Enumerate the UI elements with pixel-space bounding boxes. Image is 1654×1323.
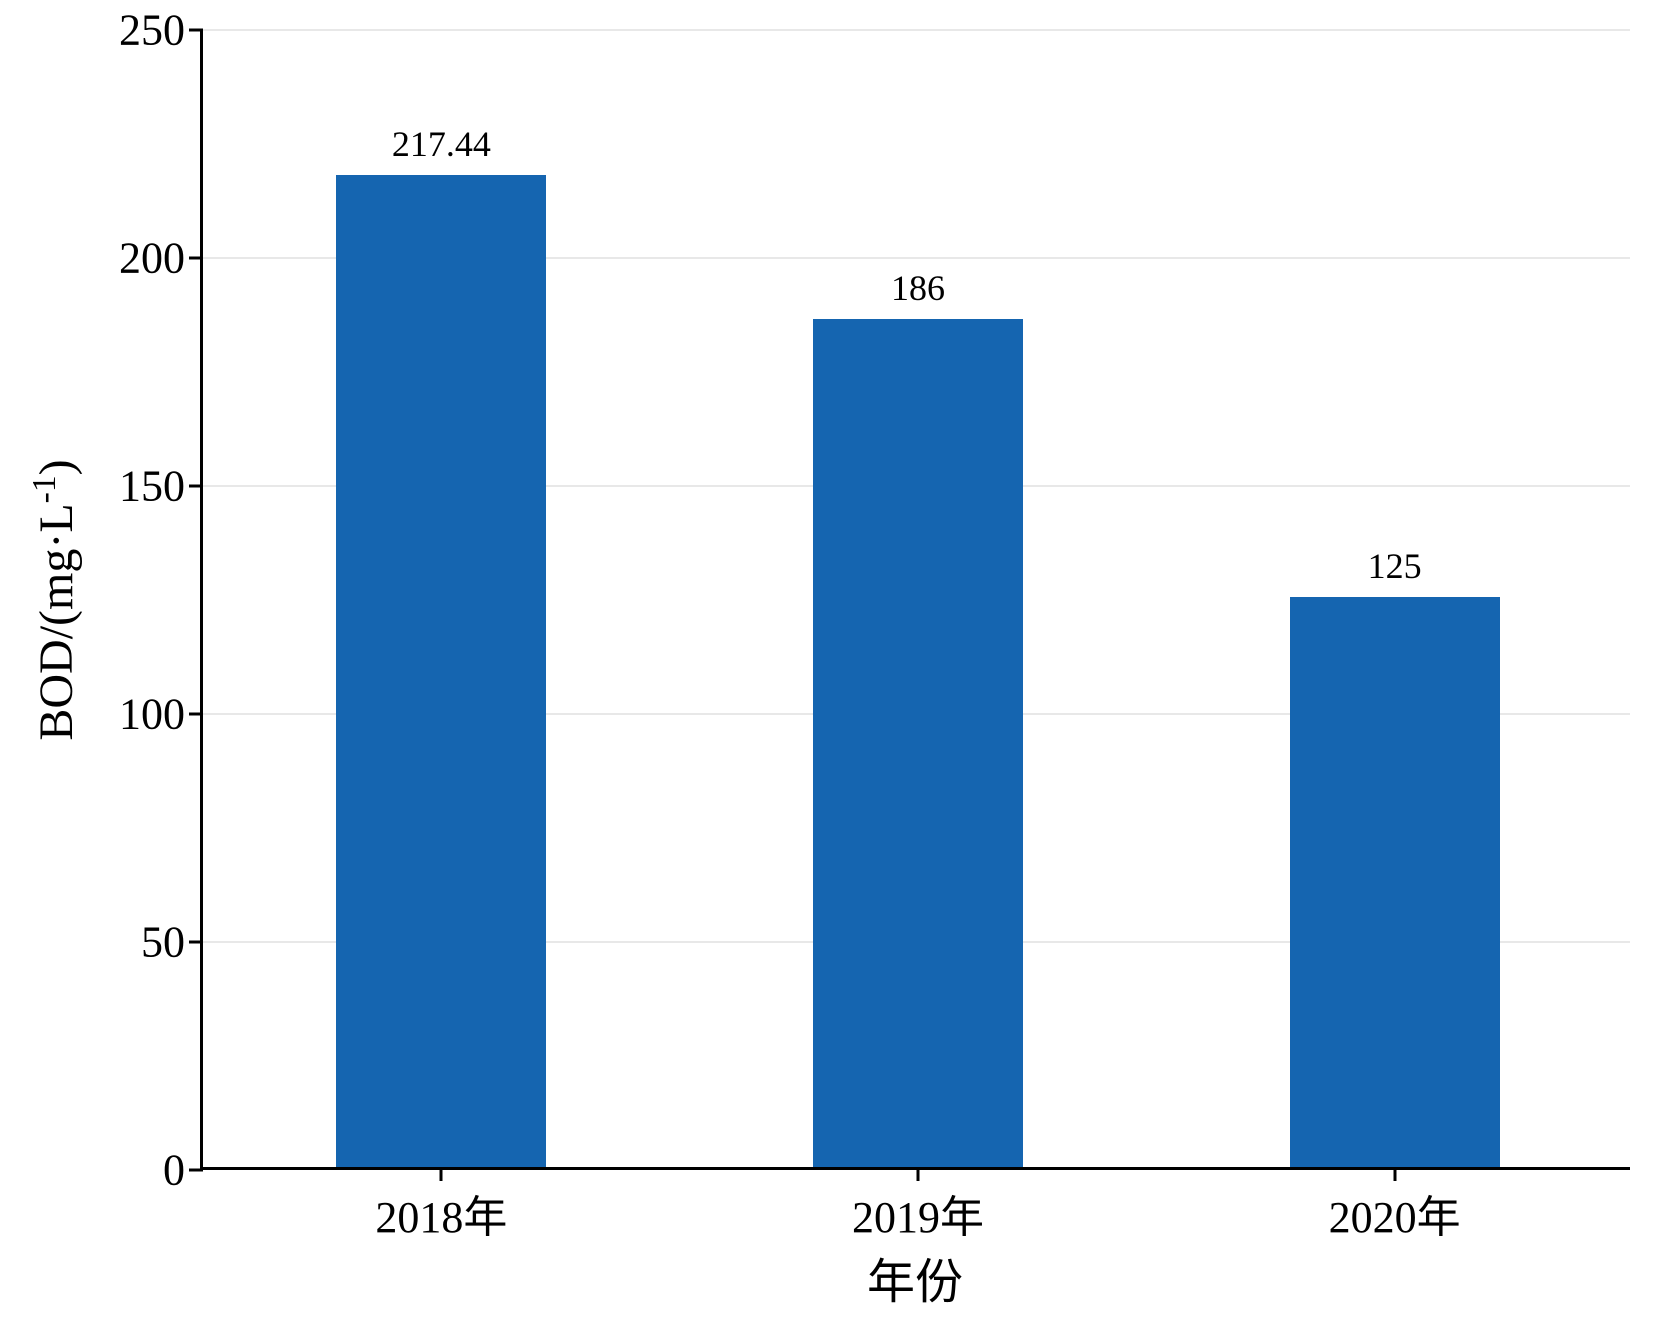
- bar-value-label: 125: [1368, 545, 1422, 597]
- bar-value-label: 217.44: [392, 123, 491, 175]
- bod-bar-chart: 050100150200250217.442018年1862019年125202…: [0, 0, 1654, 1323]
- xtick-label: 2020年: [1329, 1167, 1461, 1245]
- y-axis-title: BOD/(mg·L-1): [26, 459, 84, 740]
- bar: 217.44: [336, 175, 546, 1167]
- ytick-label: 0: [163, 1145, 203, 1196]
- bar: 125: [1290, 597, 1500, 1167]
- gridline: [203, 29, 1630, 31]
- ytick-label: 50: [141, 917, 203, 968]
- xtick-label: 2019年: [852, 1167, 984, 1245]
- bar: 186: [813, 319, 1023, 1167]
- ytick-label: 200: [119, 233, 203, 284]
- bar-value-label: 186: [891, 267, 945, 319]
- x-axis-title: 年份: [867, 1242, 963, 1312]
- ytick-label: 250: [119, 5, 203, 56]
- xtick-label: 2018年: [375, 1167, 507, 1245]
- plot-area: 050100150200250217.442018年1862019年125202…: [200, 30, 1630, 1170]
- ytick-label: 100: [119, 689, 203, 740]
- ytick-label: 150: [119, 461, 203, 512]
